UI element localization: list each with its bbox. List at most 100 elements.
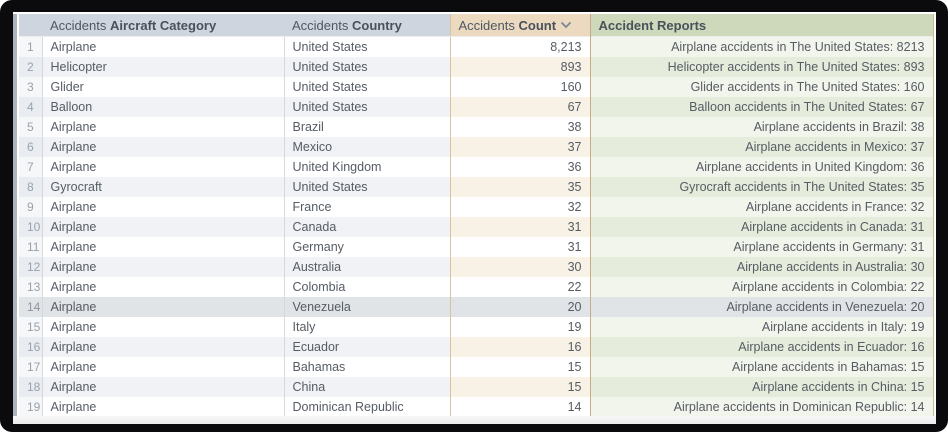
- cell-count[interactable]: 22: [449, 277, 591, 297]
- table-row[interactable]: 18 Airplane China 15 Airplane accidents …: [19, 377, 934, 397]
- row-number[interactable]: 5: [19, 117, 43, 137]
- cell-country[interactable]: Venezuela: [284, 297, 450, 317]
- table-row[interactable]: 17 Airplane Bahamas 15 Airplane accident…: [19, 357, 934, 377]
- row-number[interactable]: 13: [19, 277, 43, 297]
- table-row[interactable]: 7 Airplane United Kingdom 36 Airplane ac…: [19, 157, 934, 177]
- cell-aircraft-category[interactable]: Glider: [42, 77, 285, 97]
- cell-accident-report[interactable]: Airplane accidents in The United States:…: [590, 36, 934, 57]
- cell-country[interactable]: China: [284, 377, 450, 397]
- column-header-aircraft-category[interactable]: Accidents Aircraft Category: [42, 14, 284, 37]
- cell-country[interactable]: United States: [284, 57, 450, 77]
- row-number[interactable]: 17: [19, 357, 43, 377]
- cell-count[interactable]: 19: [449, 317, 591, 337]
- table-row[interactable]: 16 Airplane Ecuador 16 Airplane accident…: [19, 337, 934, 357]
- cell-accident-report[interactable]: Airplane accidents in Ecuador: 16: [590, 337, 934, 357]
- row-number[interactable]: 11: [19, 237, 43, 257]
- cell-accident-report[interactable]: Balloon accidents in The United States: …: [590, 97, 934, 117]
- row-number[interactable]: 12: [19, 257, 43, 277]
- cell-accident-report[interactable]: Airplane accidents in Australia: 30: [590, 257, 934, 277]
- row-number[interactable]: 14: [19, 297, 43, 317]
- cell-count[interactable]: 36: [449, 157, 591, 177]
- cell-aircraft-category[interactable]: Airplane: [42, 297, 285, 317]
- cell-count[interactable]: 14: [449, 397, 591, 417]
- cell-accident-report[interactable]: Airplane accidents in Colombia: 22: [590, 277, 934, 297]
- row-number[interactable]: 7: [19, 157, 43, 177]
- column-header-accident-reports[interactable]: Accident Reports: [590, 14, 934, 37]
- row-number[interactable]: 2: [19, 57, 43, 77]
- row-number[interactable]: 4: [19, 97, 43, 117]
- table-row[interactable]: 15 Airplane Italy 19 Airplane accidents …: [19, 317, 934, 337]
- cell-country[interactable]: United States: [284, 36, 450, 57]
- table-row[interactable]: 11 Airplane Germany 31 Airplane accident…: [19, 237, 934, 257]
- table-row[interactable]: 1 Airplane United States 8,213 Airplane …: [19, 36, 934, 57]
- cell-count[interactable]: 160: [449, 77, 591, 97]
- cell-country[interactable]: United Kingdom: [284, 157, 450, 177]
- cell-country[interactable]: France: [284, 197, 450, 217]
- cell-country[interactable]: Bahamas: [284, 357, 450, 377]
- column-header-country[interactable]: Accidents Country: [284, 14, 450, 37]
- cell-aircraft-category[interactable]: Airplane: [42, 117, 285, 137]
- cell-country[interactable]: Ecuador: [284, 337, 450, 357]
- row-number[interactable]: 16: [19, 337, 43, 357]
- cell-aircraft-category[interactable]: Airplane: [42, 317, 285, 337]
- table-row[interactable]: 4 Balloon United States 67 Balloon accid…: [19, 97, 934, 117]
- cell-country[interactable]: United States: [284, 97, 450, 117]
- cell-accident-report[interactable]: Airplane accidents in Brazil: 38: [590, 117, 934, 137]
- cell-aircraft-category[interactable]: Balloon: [42, 97, 285, 117]
- table-row[interactable]: 5 Airplane Brazil 38 Airplane accidents …: [19, 117, 934, 137]
- cell-aircraft-category[interactable]: Airplane: [42, 137, 285, 157]
- row-number[interactable]: 19: [19, 397, 43, 417]
- cell-accident-report[interactable]: Airplane accidents in United Kingdom: 36: [590, 157, 934, 177]
- cell-country[interactable]: United States: [284, 77, 450, 97]
- cell-country[interactable]: Canada: [284, 217, 450, 237]
- cell-aircraft-category[interactable]: Gyrocraft: [42, 177, 285, 197]
- cell-accident-report[interactable]: Airplane accidents in China: 15: [590, 377, 934, 397]
- cell-accident-report[interactable]: Glider accidents in The United States: 1…: [590, 77, 934, 97]
- cell-count[interactable]: 15: [449, 357, 591, 377]
- cell-aircraft-category[interactable]: Airplane: [42, 157, 285, 177]
- cell-count[interactable]: 8,213: [449, 36, 591, 57]
- cell-country[interactable]: Mexico: [284, 137, 450, 157]
- cell-count[interactable]: 20: [449, 297, 591, 317]
- table-row[interactable]: 19 Airplane Dominican Republic 14 Airpla…: [19, 397, 934, 417]
- cell-count[interactable]: 31: [449, 237, 591, 257]
- table-row[interactable]: 12 Airplane Australia 30 Airplane accide…: [19, 257, 934, 277]
- cell-aircraft-category[interactable]: Airplane: [42, 377, 285, 397]
- cell-count[interactable]: 38: [449, 117, 591, 137]
- table-row[interactable]: 9 Airplane France 32 Airplane accidents …: [19, 197, 934, 217]
- row-number[interactable]: 8: [19, 177, 43, 197]
- cell-accident-report[interactable]: Airplane accidents in France: 32: [590, 197, 934, 217]
- cell-aircraft-category[interactable]: Airplane: [42, 277, 285, 297]
- table-row[interactable]: 14 Airplane Venezuela 20 Airplane accide…: [19, 297, 934, 317]
- cell-country[interactable]: United States: [284, 177, 450, 197]
- row-number[interactable]: 1: [19, 36, 43, 57]
- cell-aircraft-category[interactable]: Airplane: [42, 357, 285, 377]
- row-number[interactable]: 9: [19, 197, 43, 217]
- table-row[interactable]: 2 Helicopter United States 893 Helicopte…: [19, 57, 934, 77]
- cell-country[interactable]: Colombia: [284, 277, 450, 297]
- cell-country[interactable]: Germany: [284, 237, 450, 257]
- cell-count[interactable]: 16: [449, 337, 591, 357]
- table-row[interactable]: 3 Glider United States 160 Glider accide…: [19, 77, 934, 97]
- cell-count[interactable]: 67: [449, 97, 591, 117]
- row-number[interactable]: 18: [19, 377, 43, 397]
- cell-aircraft-category[interactable]: Airplane: [42, 337, 285, 357]
- cell-count[interactable]: 893: [449, 57, 591, 77]
- cell-accident-report[interactable]: Helicopter accidents in The United State…: [590, 57, 934, 77]
- table-row[interactable]: 8 Gyrocraft United States 35 Gyrocraft a…: [19, 177, 934, 197]
- cell-aircraft-category[interactable]: Airplane: [42, 36, 285, 57]
- row-number[interactable]: 15: [19, 317, 43, 337]
- row-number[interactable]: 3: [19, 77, 43, 97]
- cell-count[interactable]: 15: [449, 377, 591, 397]
- cell-accident-report[interactable]: Gyrocraft accidents in The United States…: [590, 177, 934, 197]
- cell-aircraft-category[interactable]: Airplane: [42, 397, 285, 417]
- cell-country[interactable]: Italy: [284, 317, 450, 337]
- column-header-count[interactable]: Accidents Count: [449, 14, 591, 37]
- cell-accident-report[interactable]: Airplane accidents in Mexico: 37: [590, 137, 934, 157]
- cell-aircraft-category[interactable]: Helicopter: [42, 57, 285, 77]
- row-number-header[interactable]: [19, 14, 42, 37]
- row-number[interactable]: 6: [19, 137, 43, 157]
- cell-aircraft-category[interactable]: Airplane: [42, 237, 285, 257]
- table-row[interactable]: 6 Airplane Mexico 37 Airplane accidents …: [19, 137, 934, 157]
- cell-accident-report[interactable]: Airplane accidents in Italy: 19: [590, 317, 934, 337]
